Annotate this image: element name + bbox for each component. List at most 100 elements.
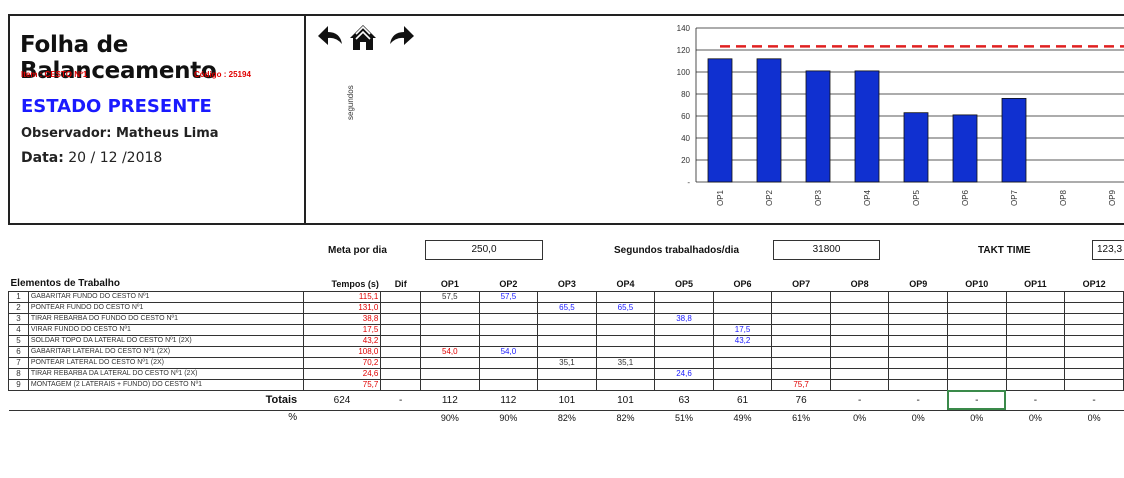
op-cell[interactable] — [1005, 323, 1066, 336]
tempo-cell[interactable]: 38,8 — [302, 312, 382, 325]
op-cell[interactable] — [1005, 345, 1066, 358]
op-cell[interactable] — [478, 367, 539, 380]
op-cell[interactable] — [1064, 323, 1124, 336]
op-cell[interactable] — [771, 312, 831, 325]
op-cell[interactable] — [1064, 367, 1124, 380]
op-cell[interactable] — [420, 367, 480, 380]
op-cell[interactable] — [595, 334, 656, 347]
op-cell[interactable] — [829, 290, 890, 303]
op-cell[interactable] — [478, 356, 539, 369]
op-cell[interactable]: 17,5 — [712, 323, 773, 336]
op-cell[interactable] — [829, 356, 890, 369]
totals-op-cell[interactable]: 61 — [713, 390, 772, 411]
bar-op7[interactable] — [1001, 98, 1027, 183]
op-cell[interactable] — [654, 323, 714, 336]
op-cell[interactable]: 35,1 — [537, 356, 597, 369]
work-element-name[interactable]: GABARITAR LATERAL DO CESTO Nº1 (2x) — [27, 345, 304, 358]
op-cell[interactable] — [712, 378, 773, 391]
op-cell[interactable]: 38,8 — [654, 312, 714, 325]
op-cell[interactable] — [888, 301, 948, 314]
op-cell[interactable] — [712, 367, 773, 380]
op-cell[interactable] — [478, 312, 539, 325]
percent-op-cell[interactable]: 82% — [557, 412, 576, 423]
dif-cell[interactable] — [380, 345, 422, 358]
tempo-cell[interactable]: 70,2 — [302, 356, 382, 369]
op-cell[interactable] — [771, 356, 831, 369]
totals-op-cell[interactable]: 101 — [537, 390, 597, 411]
op-cell[interactable]: 24,6 — [654, 367, 714, 380]
op-cell[interactable] — [829, 301, 890, 314]
op-cell[interactable] — [478, 378, 539, 391]
op-cell[interactable] — [420, 312, 480, 325]
work-element-name[interactable]: TIRAR REBARBA DO FUNDO DO CESTO Nº1 — [27, 312, 304, 325]
op-cell[interactable] — [1005, 367, 1066, 380]
op-cell[interactable] — [888, 367, 948, 380]
op-cell[interactable] — [595, 312, 656, 325]
op-cell[interactable] — [946, 356, 1007, 369]
op-cell[interactable] — [829, 367, 890, 380]
work-element-name[interactable]: VIRAR FUNDO DO CESTO Nº1 — [27, 323, 304, 336]
bar-op2[interactable] — [756, 58, 782, 183]
op-cell[interactable] — [1005, 356, 1066, 369]
op-cell[interactable] — [946, 301, 1007, 314]
op-cell[interactable] — [1064, 356, 1124, 369]
work-element-name[interactable]: PONTEAR FUNDO DO CESTO Nº1 — [27, 301, 304, 314]
op-cell[interactable] — [712, 290, 773, 303]
op-cell[interactable] — [829, 323, 890, 336]
op-cell[interactable] — [537, 334, 597, 347]
op-cell[interactable]: 57,5 — [478, 290, 539, 303]
op-cell[interactable] — [595, 378, 656, 391]
tempo-cell[interactable]: 108,0 — [302, 345, 382, 358]
op-cell[interactable]: 65,5 — [595, 301, 656, 314]
op-cell[interactable] — [1064, 378, 1124, 391]
op-cell[interactable] — [654, 356, 714, 369]
op-cell[interactable] — [420, 334, 480, 347]
work-element-name[interactable]: GABARITAR FUNDO DO CESTO Nº1 — [27, 290, 304, 303]
op-cell[interactable] — [1005, 290, 1066, 303]
dif-cell[interactable] — [380, 334, 422, 347]
work-element-name[interactable]: MONTAGEM (2 LATERAIS + FUNDO) DO CESTO N… — [27, 378, 304, 391]
dif-cell[interactable] — [380, 323, 422, 336]
op-cell[interactable] — [829, 312, 890, 325]
totals-dif[interactable]: - — [380, 390, 421, 411]
row-number[interactable]: 6 — [8, 345, 29, 358]
totals-op-cell[interactable]: 76 — [771, 390, 831, 411]
op-cell[interactable] — [478, 301, 539, 314]
op-cell[interactable] — [829, 334, 890, 347]
op-cell[interactable]: 54,0 — [420, 345, 480, 358]
dif-cell[interactable] — [380, 301, 422, 314]
op-cell[interactable] — [537, 367, 597, 380]
tempo-cell[interactable]: 43,2 — [302, 334, 382, 347]
op-cell[interactable] — [771, 345, 831, 358]
op-cell[interactable] — [595, 290, 656, 303]
work-element-name[interactable]: SOLDAR TOPO DA LATERAL DO CESTO Nº1 (2x) — [27, 334, 304, 347]
row-number[interactable]: 5 — [8, 334, 29, 347]
bar-op6[interactable] — [952, 114, 978, 183]
op-cell[interactable] — [1064, 312, 1124, 325]
op-cell[interactable] — [888, 323, 948, 336]
op-cell[interactable] — [771, 301, 831, 314]
op-cell[interactable] — [654, 301, 714, 314]
percent-op-cell[interactable]: 0% — [970, 412, 984, 423]
row-number[interactable]: 3 — [8, 312, 29, 325]
op-cell[interactable] — [595, 345, 656, 358]
percent-op-cell[interactable]: 90% — [499, 412, 518, 423]
op-cell[interactable] — [829, 378, 890, 391]
totals-op-cell[interactable]: - — [1064, 390, 1124, 411]
row-number[interactable]: 7 — [8, 356, 29, 369]
percent-op-cell[interactable]: 82% — [616, 412, 635, 423]
op-cell[interactable] — [1064, 334, 1124, 347]
op-cell[interactable] — [1005, 301, 1066, 314]
bar-op1[interactable] — [707, 58, 733, 183]
bar-op3[interactable] — [805, 70, 831, 183]
op-cell[interactable] — [1064, 345, 1124, 358]
segundos-value[interactable]: 31800 — [773, 240, 880, 260]
op-cell[interactable] — [654, 345, 714, 358]
percent-op-cell[interactable]: 0% — [853, 412, 867, 423]
op-cell[interactable] — [771, 334, 831, 347]
op-cell[interactable] — [712, 312, 773, 325]
row-number[interactable]: 4 — [8, 323, 29, 336]
op-cell[interactable] — [946, 367, 1007, 380]
op-cell[interactable] — [888, 345, 948, 358]
percent-op-cell[interactable]: 0% — [911, 412, 925, 423]
